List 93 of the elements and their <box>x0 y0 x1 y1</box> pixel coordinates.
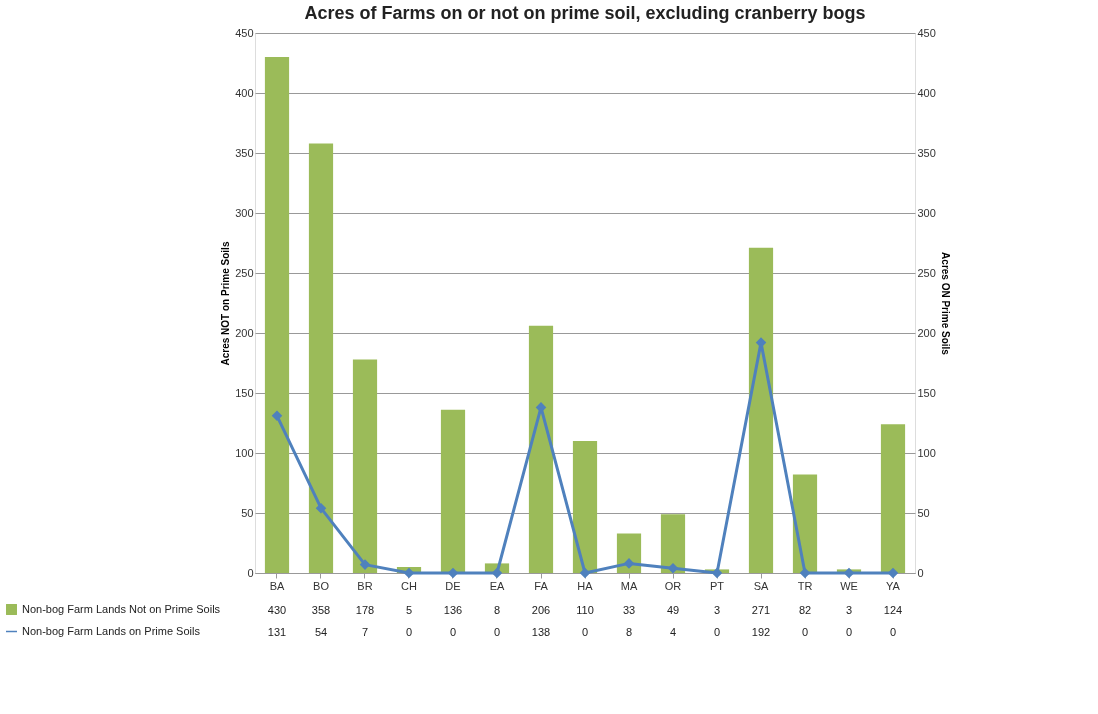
data-label: 0 <box>449 626 457 638</box>
data-label: 0 <box>405 626 413 638</box>
point <box>888 568 898 578</box>
data-label: 33 <box>622 604 636 616</box>
data-label: 0 <box>581 626 589 638</box>
y2-tick-label: 250 <box>917 266 936 279</box>
data-label: 131 <box>267 626 287 638</box>
bar <box>572 441 598 573</box>
bar <box>792 474 818 573</box>
x-tick-label: SA <box>753 579 769 592</box>
bar <box>352 359 378 573</box>
y-tick-label: 0 <box>247 566 254 579</box>
data-label: 8 <box>493 604 501 616</box>
y2-axis-title: Acres ON Prime Soils <box>939 252 951 356</box>
data-label: 192 <box>751 626 771 638</box>
data-label: 430 <box>267 604 287 616</box>
x-tick-label: BO <box>313 579 330 592</box>
y2-tick-label: 200 <box>917 326 936 339</box>
point <box>844 568 854 578</box>
data-label: 54 <box>314 626 328 638</box>
data-label: 0 <box>713 626 721 638</box>
data-label: 7 <box>361 626 369 638</box>
y2-tick-label: 450 <box>917 26 936 39</box>
x-tick-label: WE <box>840 579 858 592</box>
y2-tick-label: 150 <box>917 386 936 399</box>
data-label: 358 <box>311 604 331 616</box>
x-tick-label: EA <box>489 579 505 592</box>
point <box>492 568 502 578</box>
y2-tick-label: 300 <box>917 206 936 219</box>
data-label: 49 <box>666 604 680 616</box>
data-label: 8 <box>625 626 633 638</box>
point <box>404 568 414 578</box>
point <box>624 558 634 569</box>
x-tick-label: YA <box>886 579 901 592</box>
data-label: 136 <box>443 604 463 616</box>
x-tick-label: DE <box>445 579 461 592</box>
data-label: 0 <box>493 626 501 638</box>
y-tick-label: 250 <box>235 266 254 279</box>
bar <box>880 424 906 573</box>
data-label: 0 <box>801 626 809 638</box>
x-tick-label: BA <box>269 579 285 592</box>
data-label: 110 <box>576 604 594 616</box>
y-tick-label: 100 <box>235 446 254 459</box>
bar <box>528 325 554 573</box>
x-tick-label: FA <box>534 579 549 592</box>
data-label: 4 <box>669 626 677 638</box>
y2-tick-label: 50 <box>917 506 930 519</box>
data-label: 3 <box>713 604 721 616</box>
data-label: 271 <box>751 604 771 616</box>
x-tick-label: TR <box>797 579 813 592</box>
x-tick-label: BR <box>357 579 373 592</box>
y-tick-label: 150 <box>235 386 254 399</box>
x-tick-label: CH <box>401 579 417 592</box>
chart-title: Acres of Farms on or not on prime soil, excluding cranberry bogs <box>304 3 866 23</box>
y-tick-label: 400 <box>235 86 254 99</box>
y2-tick-label: 0 <box>917 566 924 579</box>
data-label: 3 <box>845 604 853 616</box>
point <box>272 410 282 421</box>
bar <box>748 247 774 573</box>
point <box>712 568 722 578</box>
x-tick-label: OR <box>664 579 682 592</box>
data-label: 82 <box>798 604 812 616</box>
x-tick-label: MA <box>620 579 638 592</box>
y2-tick-label: 100 <box>917 446 936 459</box>
y2-tick-label: 350 <box>917 146 936 159</box>
y-tick-label: 350 <box>235 146 254 159</box>
y-tick-label: 300 <box>235 206 254 219</box>
x-tick-label: HA <box>577 579 594 592</box>
data-label: 0 <box>889 626 897 638</box>
bar <box>308 143 334 573</box>
point <box>360 559 370 570</box>
data-label: 138 <box>531 626 551 638</box>
data-label: 178 <box>355 604 375 616</box>
y2-tick-label: 400 <box>917 86 936 99</box>
data-label: 206 <box>531 604 551 616</box>
y-tick-label: 200 <box>235 326 254 339</box>
point <box>316 503 326 514</box>
point <box>800 568 810 578</box>
point <box>448 568 458 578</box>
bar <box>440 409 466 573</box>
legend-label: Non-bog Farm Lands on Prime Soils <box>22 624 201 637</box>
point <box>580 568 590 578</box>
y-tick-label: 50 <box>241 506 254 519</box>
bar <box>264 57 290 573</box>
y-tick-label: 450 <box>235 26 254 39</box>
bar <box>660 514 686 573</box>
data-label: 5 <box>405 604 413 616</box>
data-label: 0 <box>845 626 853 638</box>
data-label: 124 <box>883 604 903 616</box>
y-axis-title: Acres NOT on Prime Soils <box>220 241 232 366</box>
legend-label: Non-bog Farm Lands Not on Prime Soils <box>22 602 221 615</box>
point <box>668 563 678 574</box>
x-tick-label: PT <box>709 579 725 592</box>
